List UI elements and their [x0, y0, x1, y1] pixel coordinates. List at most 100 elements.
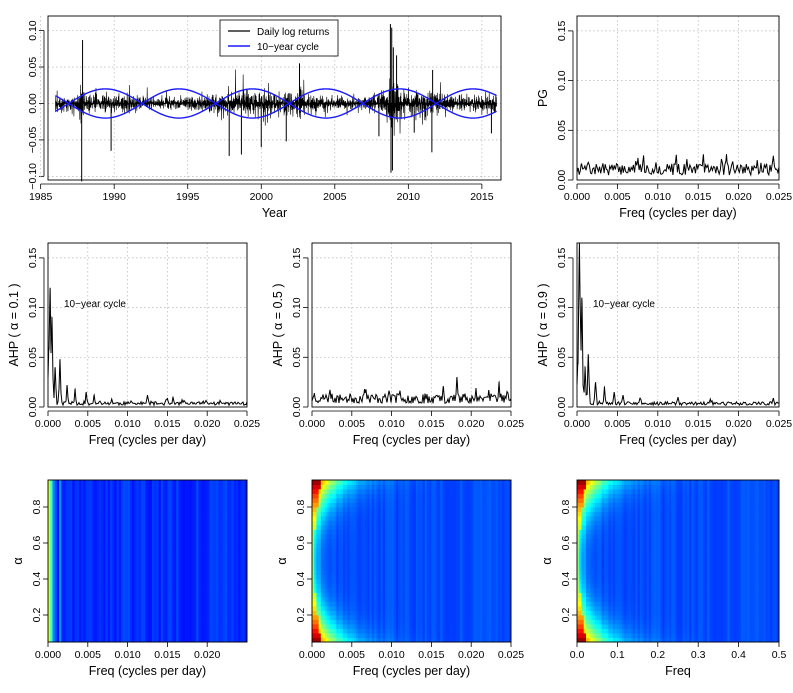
heat-cell-heat2-5-65 [455, 615, 459, 620]
heat-cell-heat1-29-61 [182, 507, 186, 512]
heat-cell-heat1-17-86 [238, 561, 241, 566]
heat-cell-heat1-12-36 [127, 583, 131, 589]
heat-cell-heat1-6-88 [242, 610, 246, 616]
x-axis-label-ahp05: Freq (cycles per day) [353, 433, 470, 447]
heat-cell-heat1-24-7 [63, 529, 67, 535]
heat-cell-heat2-8-74 [475, 601, 479, 607]
heat-cell-heat1-8-5 [59, 601, 62, 607]
heat-cell-heat1-21-11 [72, 543, 75, 548]
heat-cell-heat2-8-21 [358, 601, 362, 607]
heat-cell-heat1-32-20 [92, 493, 95, 499]
heat-cell-heat1-7-18 [87, 606, 91, 611]
heat-cell-heat2-8-5 [323, 601, 326, 607]
heat-cell-heat2-13-76 [480, 579, 483, 584]
heat-cell-heat2-2-35 [389, 628, 392, 634]
heat-cell-heat1-25-57 [174, 525, 177, 530]
heat-cell-heat1-28-61 [182, 511, 186, 517]
heat-cell-heat2-5-84 [497, 615, 501, 620]
heat-cell-heat1-12-38 [132, 583, 135, 589]
heat-cell-heat2-14-86 [502, 574, 505, 580]
heat-cell-heat1-19-69 [200, 552, 204, 557]
heat-cell-heat1-25-56 [171, 525, 175, 530]
heat-cell-heat1-13-14 [78, 579, 82, 584]
heat-cell-heat2-12-73 [473, 583, 477, 589]
heat-cell-heat1-13-55 [169, 579, 173, 584]
heat-cell-heat1-23-43 [143, 534, 146, 539]
heat-cell-heat1-6-73 [209, 610, 213, 616]
heat-cell-heat1-27-36 [127, 516, 131, 521]
heat-cell-heat1-28-16 [83, 511, 86, 517]
heat-cell-heat1-26-23 [98, 520, 102, 526]
heat-cell-heat1-10-9 [67, 592, 71, 598]
heat-cell-heat2-13-50 [422, 579, 426, 584]
heat-cell-heat1-3-40 [136, 624, 140, 629]
heat-cell-heat2-9-67 [460, 597, 463, 602]
heat-cell-heat1-4-22 [96, 619, 100, 625]
heat-cell-heat1-15-52 [162, 570, 166, 575]
heat-cell-heat1-1-86 [238, 633, 241, 638]
heat-cell-heat2-3-46 [413, 624, 417, 629]
heat-cell-heat1-15-49 [156, 570, 159, 575]
heat-cell-heat1-20-16 [83, 547, 86, 553]
heat-cell-heat1-4-43 [143, 619, 146, 625]
heat-cell-heat2-13-27 [371, 579, 375, 584]
heat-cell-heat2-2-19 [354, 628, 357, 634]
heat-cell-heat2-6-25 [367, 610, 370, 616]
heat-cell-heat1-13-33 [120, 579, 124, 584]
heat-cell-heat2-6-44 [409, 610, 412, 616]
heat-cell-heat2-4-59 [442, 619, 446, 625]
heat-cell-heat1-20-11 [72, 547, 75, 553]
heat-cell-heat2-0-26 [369, 637, 373, 643]
heat-cell-heat1-34-67 [196, 484, 199, 490]
heat-cell-heat2-5-56 [435, 615, 439, 620]
heat-cell-heat1-3-77 [218, 624, 221, 629]
heat-cell-heat1-35-45 [147, 480, 151, 485]
heat-cell-heat1-30-84 [233, 502, 237, 508]
heat-cell-heat1-5-53 [165, 615, 168, 620]
heat-cell-heat2-2-51 [424, 628, 428, 634]
heat-cell-heat1-7-16 [83, 606, 86, 611]
heat-cell-heat1-33-75 [213, 489, 217, 494]
heat-cell-heat1-30-27 [107, 502, 111, 508]
heat-cell-heat2-11-77 [482, 588, 485, 593]
heat-cell-heat1-32-47 [151, 493, 155, 499]
heat-cell-heat1-32-12 [74, 493, 78, 499]
heat-cell-heat2-16-11 [336, 565, 339, 571]
heat-cell-heat1-34-11 [72, 484, 75, 490]
heat-cell-heat2-15-48 [418, 570, 421, 575]
heat-cell-heat2-12-23 [362, 583, 366, 589]
heat-cell-heat1-19-25 [103, 552, 106, 557]
heat-cell-heat1-33-86 [238, 489, 241, 494]
heat-cell-heat1-4-23 [98, 619, 102, 625]
heat-cell-heat1-25-39 [134, 525, 137, 530]
heat-cell-heat2-3-62 [449, 624, 452, 629]
heat-cell-heat1-35-76 [216, 480, 219, 485]
heat-cell-heat1-27-78 [220, 516, 224, 521]
heat-cell-heat1-22-35 [125, 538, 128, 544]
heat-cell-heat1-13-34 [123, 579, 126, 584]
heat-cell-heat1-29-4 [56, 507, 60, 512]
heat-cell-heat1-28-11 [72, 511, 75, 517]
heat-cell-heat1-35-79 [222, 480, 226, 485]
heat-cell-heat2-1-62 [449, 633, 452, 638]
heat-cell-heat1-35-14 [78, 480, 82, 485]
heat-cell-heat1-22-79 [222, 538, 226, 544]
heat-cell-heat1-10-86 [238, 592, 241, 598]
heat-cell-heat1-1-67 [196, 633, 199, 638]
heat-cell-heat2-6-36 [391, 610, 395, 616]
heat-cell-heat1-17-18 [87, 561, 91, 566]
heat-cell-heat1-32-24 [101, 493, 104, 499]
heat-cell-heat1-13-77 [218, 579, 221, 584]
heat-cell-heat1-19-82 [229, 552, 232, 557]
heat-cell-heat1-14-79 [222, 574, 226, 580]
heat-cell-heat1-10-0 [48, 592, 51, 598]
heat-cell-heat1-4-79 [222, 619, 226, 625]
heat-cell-heat1-33-88 [242, 489, 246, 494]
heat-cell-heat1-17-8 [65, 561, 69, 566]
heat-cell-heat1-34-25 [103, 484, 106, 490]
heat-cell-heat2-15-24 [365, 570, 368, 575]
heat-cell-heat1-19-49 [156, 552, 159, 557]
heat-cell-heat1-17-80 [224, 561, 228, 566]
heat-cell-heat2-6-53 [429, 610, 432, 616]
heat-cell-heat1-27-82 [229, 516, 232, 521]
